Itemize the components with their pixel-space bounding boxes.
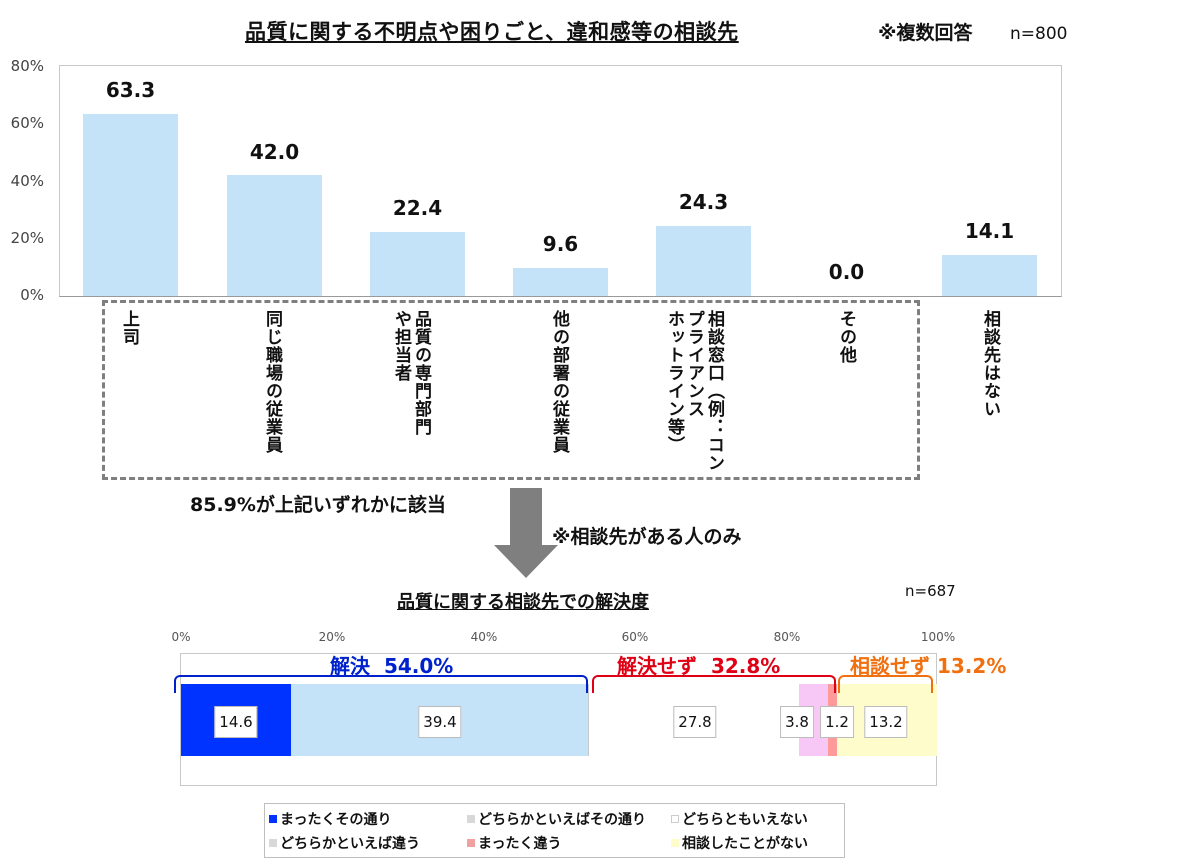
- legend-swatch: [671, 815, 679, 823]
- y-tick-80: 80%: [10, 57, 44, 75]
- bar-value-none: 14.1: [964, 219, 1015, 243]
- y-tick-60: 60%: [10, 114, 44, 132]
- not-consulted-label: 相談せず: [850, 654, 930, 678]
- top-plot-area: [59, 65, 1062, 297]
- bar-quality-dept: [370, 232, 465, 296]
- category-label-quality-dept: 品質の専門部門 や担当者: [391, 310, 431, 436]
- solved-pct: 54.0%: [383, 654, 454, 678]
- unsolved-label: 解決せず: [617, 654, 697, 678]
- y-tick-20: 20%: [10, 229, 44, 247]
- x-tick-60: 60%: [621, 630, 649, 644]
- y-tick-40: 40%: [10, 172, 44, 190]
- segment-label-never-consulted: 13.2: [864, 706, 908, 738]
- segment-label-somewhat-disagree: 3.8: [780, 706, 814, 738]
- solved-group-label: 解決 54.0%: [330, 650, 453, 679]
- legend-swatch: [671, 839, 679, 847]
- bar-other-dept: [513, 268, 608, 296]
- bar-hotline: [656, 226, 751, 296]
- category-label-hotline: 相談窓口（例：コン プライアンス ホットライン等）: [664, 310, 724, 472]
- bar-coworker: [227, 175, 322, 296]
- segment-label-neutral: 27.8: [673, 706, 717, 738]
- unsolved-brace: [592, 675, 836, 693]
- category-label-boss: 上司: [119, 310, 139, 346]
- bottom-chart-title: 品質に関する相談先での解決度: [397, 592, 649, 613]
- bar-value-quality-dept: 22.4: [392, 196, 443, 220]
- legend-swatch: [269, 815, 277, 823]
- subset-note: ※相談先がある人のみ: [552, 526, 742, 548]
- x-tick-100: 100%: [920, 630, 956, 644]
- category-label-other: その他: [836, 310, 856, 364]
- x-tick-20: 20%: [318, 630, 346, 644]
- not-consulted-brace: [838, 675, 933, 693]
- legend-item-never-consulted: 相談したことがない: [671, 833, 808, 853]
- legend-item-somewhat-disagree: どちらかといえば違う: [269, 833, 420, 853]
- legend-item-fully-agree: まったくその通り: [269, 809, 391, 829]
- y-tick-0: 0%: [20, 286, 44, 304]
- bar-value-hotline: 24.3: [678, 190, 729, 214]
- bar-none: [942, 255, 1037, 296]
- x-tick-40: 40%: [470, 630, 498, 644]
- legend-item-neutral: どちらともいえない: [671, 809, 808, 829]
- segment-label-fully-disagree: 1.2: [820, 706, 854, 738]
- multiple-answer-note: ※複数回答: [878, 22, 973, 44]
- top-chart-sample-size: n=800: [1010, 24, 1068, 44]
- segment-label-fully-agree: 14.6: [214, 706, 258, 738]
- unsolved-pct: 32.8%: [710, 654, 781, 678]
- bar-value-coworker: 42.0: [249, 140, 300, 164]
- legend-swatch: [269, 839, 277, 847]
- category-label-none: 相談先はない: [980, 310, 1000, 418]
- bar-boss: [83, 114, 178, 296]
- not-consulted-pct: 13.2%: [936, 654, 1007, 678]
- bottom-chart-sample-size: n=687: [905, 582, 956, 600]
- top-chart-title: 品質に関する不明点や困りごと、違和感等の相談先: [245, 20, 739, 44]
- legend-item-fully-disagree: まったく違う: [467, 833, 561, 853]
- legend-swatch: [467, 815, 475, 823]
- coverage-note: 85.9%が上記いずれかに該当: [190, 494, 446, 516]
- bar-value-other-dept: 9.6: [542, 232, 579, 256]
- x-tick-0: 0%: [171, 630, 191, 644]
- category-label-coworker: 同じ職場の従業員: [262, 310, 282, 454]
- x-tick-80: 80%: [773, 630, 801, 644]
- segment-label-somewhat-agree: 39.4: [418, 706, 462, 738]
- solved-label: 解決: [330, 654, 370, 678]
- legend-item-somewhat-agree: どちらかといえばその通り: [467, 809, 646, 829]
- legend-swatch: [467, 839, 475, 847]
- bar-value-other: 0.0: [828, 260, 865, 284]
- bar-value-boss: 63.3: [105, 78, 156, 102]
- unsolved-group-label: 解決せず 32.8%: [617, 650, 780, 679]
- category-label-other-dept: 他の部署の従業員: [549, 310, 569, 454]
- consulted-group-box: [102, 300, 920, 480]
- down-arrow-icon: [494, 488, 558, 578]
- bottom-plot-area: 14.6 39.4 27.8 3.8 1.2 13.2: [180, 653, 937, 786]
- legend: まったくその通り どちらかといえばその通り どちらともいえない どちらかといえば…: [264, 803, 845, 858]
- solved-brace: [174, 675, 588, 693]
- not-consulted-group-label: 相談せず 13.2%: [850, 650, 1006, 679]
